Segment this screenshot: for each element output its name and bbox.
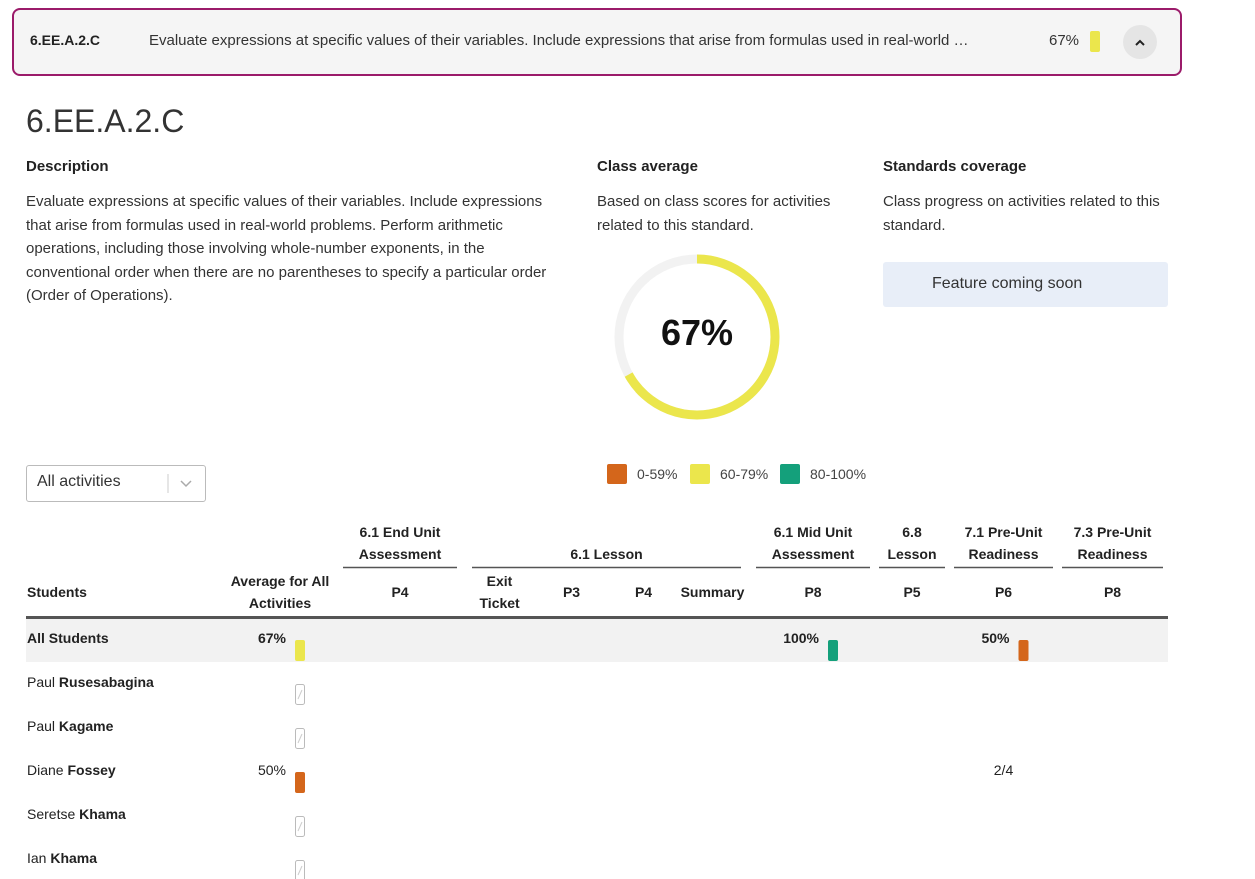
student-name: All Students	[27, 630, 109, 646]
cell-score: 67%	[257, 630, 286, 646]
header-description: Evaluate expressions at specific values …	[149, 32, 969, 49]
filter-dropdown[interactable]	[26, 465, 206, 502]
first-name: Diane	[27, 762, 68, 778]
legend-label: 0-59%	[637, 466, 678, 482]
group-label: 6.1 End Unit Assessment	[358, 524, 442, 562]
column-label: Exit Ticket	[479, 573, 520, 611]
notice-text: Feature coming soon	[932, 275, 1083, 292]
student-name: Ian Khama	[27, 850, 97, 866]
page-title: 6.EE.A.2.C	[26, 103, 185, 139]
group-label: 7.1 Pre-Unit Readiness	[964, 524, 1043, 562]
filter-chevron	[180, 480, 192, 488]
column-header: P3	[540, 570, 603, 614]
no-data-slash	[297, 689, 303, 700]
standard-header[interactable]	[12, 8, 1182, 76]
group-header: 7.3 Pre-Unit Readiness	[1062, 518, 1163, 565]
cell-score: 100%	[783, 630, 819, 646]
score-indicator	[295, 772, 305, 793]
student-name: Diane Fossey	[27, 762, 116, 778]
first-name: Seretse	[27, 806, 80, 822]
group-header: 6.1 Lesson	[472, 518, 741, 565]
group-header: 6.1 End Unit Assessment	[343, 518, 457, 565]
column-header: Summary	[681, 570, 745, 614]
first-name: Ian	[27, 850, 51, 866]
group-label: 7.3 Pre-Unit Readiness	[1073, 524, 1152, 562]
description-text: Evaluate expressions at specific values …	[26, 193, 547, 304]
column-header: Exit Ticket	[472, 570, 527, 614]
group-label: 6.1 Mid Unit Assessment	[771, 524, 855, 562]
column-label: Students	[27, 584, 87, 600]
group-header: 6.1 Mid Unit Assessment	[756, 518, 870, 565]
legend-label: 60-79%	[720, 466, 769, 482]
column-label: P5	[903, 584, 921, 600]
section-heading: Description	[26, 158, 109, 175]
group-header: 6.8 Lesson	[879, 518, 945, 565]
student-name: Seretse Khama	[27, 806, 126, 822]
student-name: Paul Kagame	[27, 718, 113, 734]
last-name: Khama	[79, 806, 126, 822]
group-label: 6.1 Lesson	[570, 546, 643, 562]
header-code: 6.EE.A.2.C	[30, 32, 101, 48]
summary-row-bg	[26, 619, 1168, 662]
score-indicator	[295, 640, 305, 661]
column-label: P8	[1103, 584, 1122, 600]
last-name: Khama	[50, 850, 98, 866]
cell-text: 2/4	[993, 762, 1014, 778]
column-label: P8	[804, 584, 822, 600]
score-indicator	[1018, 640, 1029, 661]
score-indicator	[828, 640, 838, 661]
first-name: Paul	[27, 674, 59, 690]
student-name: Paul Rusesabagina	[27, 674, 154, 690]
first-name: Paul	[27, 718, 59, 734]
cell-score: 50%	[981, 630, 1010, 646]
column-header: P4	[343, 570, 457, 614]
column-label: Summary	[680, 584, 745, 600]
class-average-text: Based on class scores for activities rel…	[597, 193, 831, 234]
no-data-slash	[297, 865, 303, 876]
no-data-slash	[297, 821, 303, 832]
legend-swatch	[780, 464, 800, 484]
header-rule	[26, 616, 1168, 619]
header-score: 67%	[1049, 32, 1080, 49]
column-label: P6	[994, 584, 1013, 600]
no-data-slash	[297, 733, 303, 744]
notice	[883, 262, 1168, 307]
cell-score: 50%	[257, 762, 286, 778]
column-header: P6	[954, 570, 1053, 614]
donut-arc	[624, 254, 780, 420]
legend-swatch	[690, 464, 710, 484]
group-header: 7.1 Pre-Unit Readiness	[954, 518, 1053, 565]
column-header: P4	[612, 570, 675, 614]
section-heading: Class average	[597, 158, 698, 175]
chevron-up	[1135, 39, 1145, 46]
column-label: P4	[391, 584, 409, 600]
donut-label: 67%	[660, 312, 734, 353]
column-header: P5	[879, 570, 945, 614]
section-heading: Standards coverage	[883, 158, 1027, 175]
legend-swatch	[607, 464, 627, 484]
last-name: Fossey	[67, 762, 116, 778]
column-header: P8	[756, 570, 870, 614]
group-label: 6.8 Lesson	[887, 524, 937, 562]
last-name: Rusesabagina	[58, 674, 154, 690]
coverage-text: Class progress on activities related to …	[883, 193, 1160, 234]
column-header: Average for All Activities	[220, 570, 340, 614]
score-indicator	[1090, 31, 1100, 52]
column-header: P8	[1062, 570, 1163, 614]
column-label: P3	[562, 584, 581, 600]
column-label: P4	[634, 584, 653, 600]
legend-label: 80-100%	[810, 466, 867, 482]
column-label: Average for All Activities	[230, 573, 330, 611]
filter-text: All activities	[37, 473, 121, 490]
column-header: Students	[27, 570, 200, 614]
last-name: Kagame	[58, 718, 114, 734]
